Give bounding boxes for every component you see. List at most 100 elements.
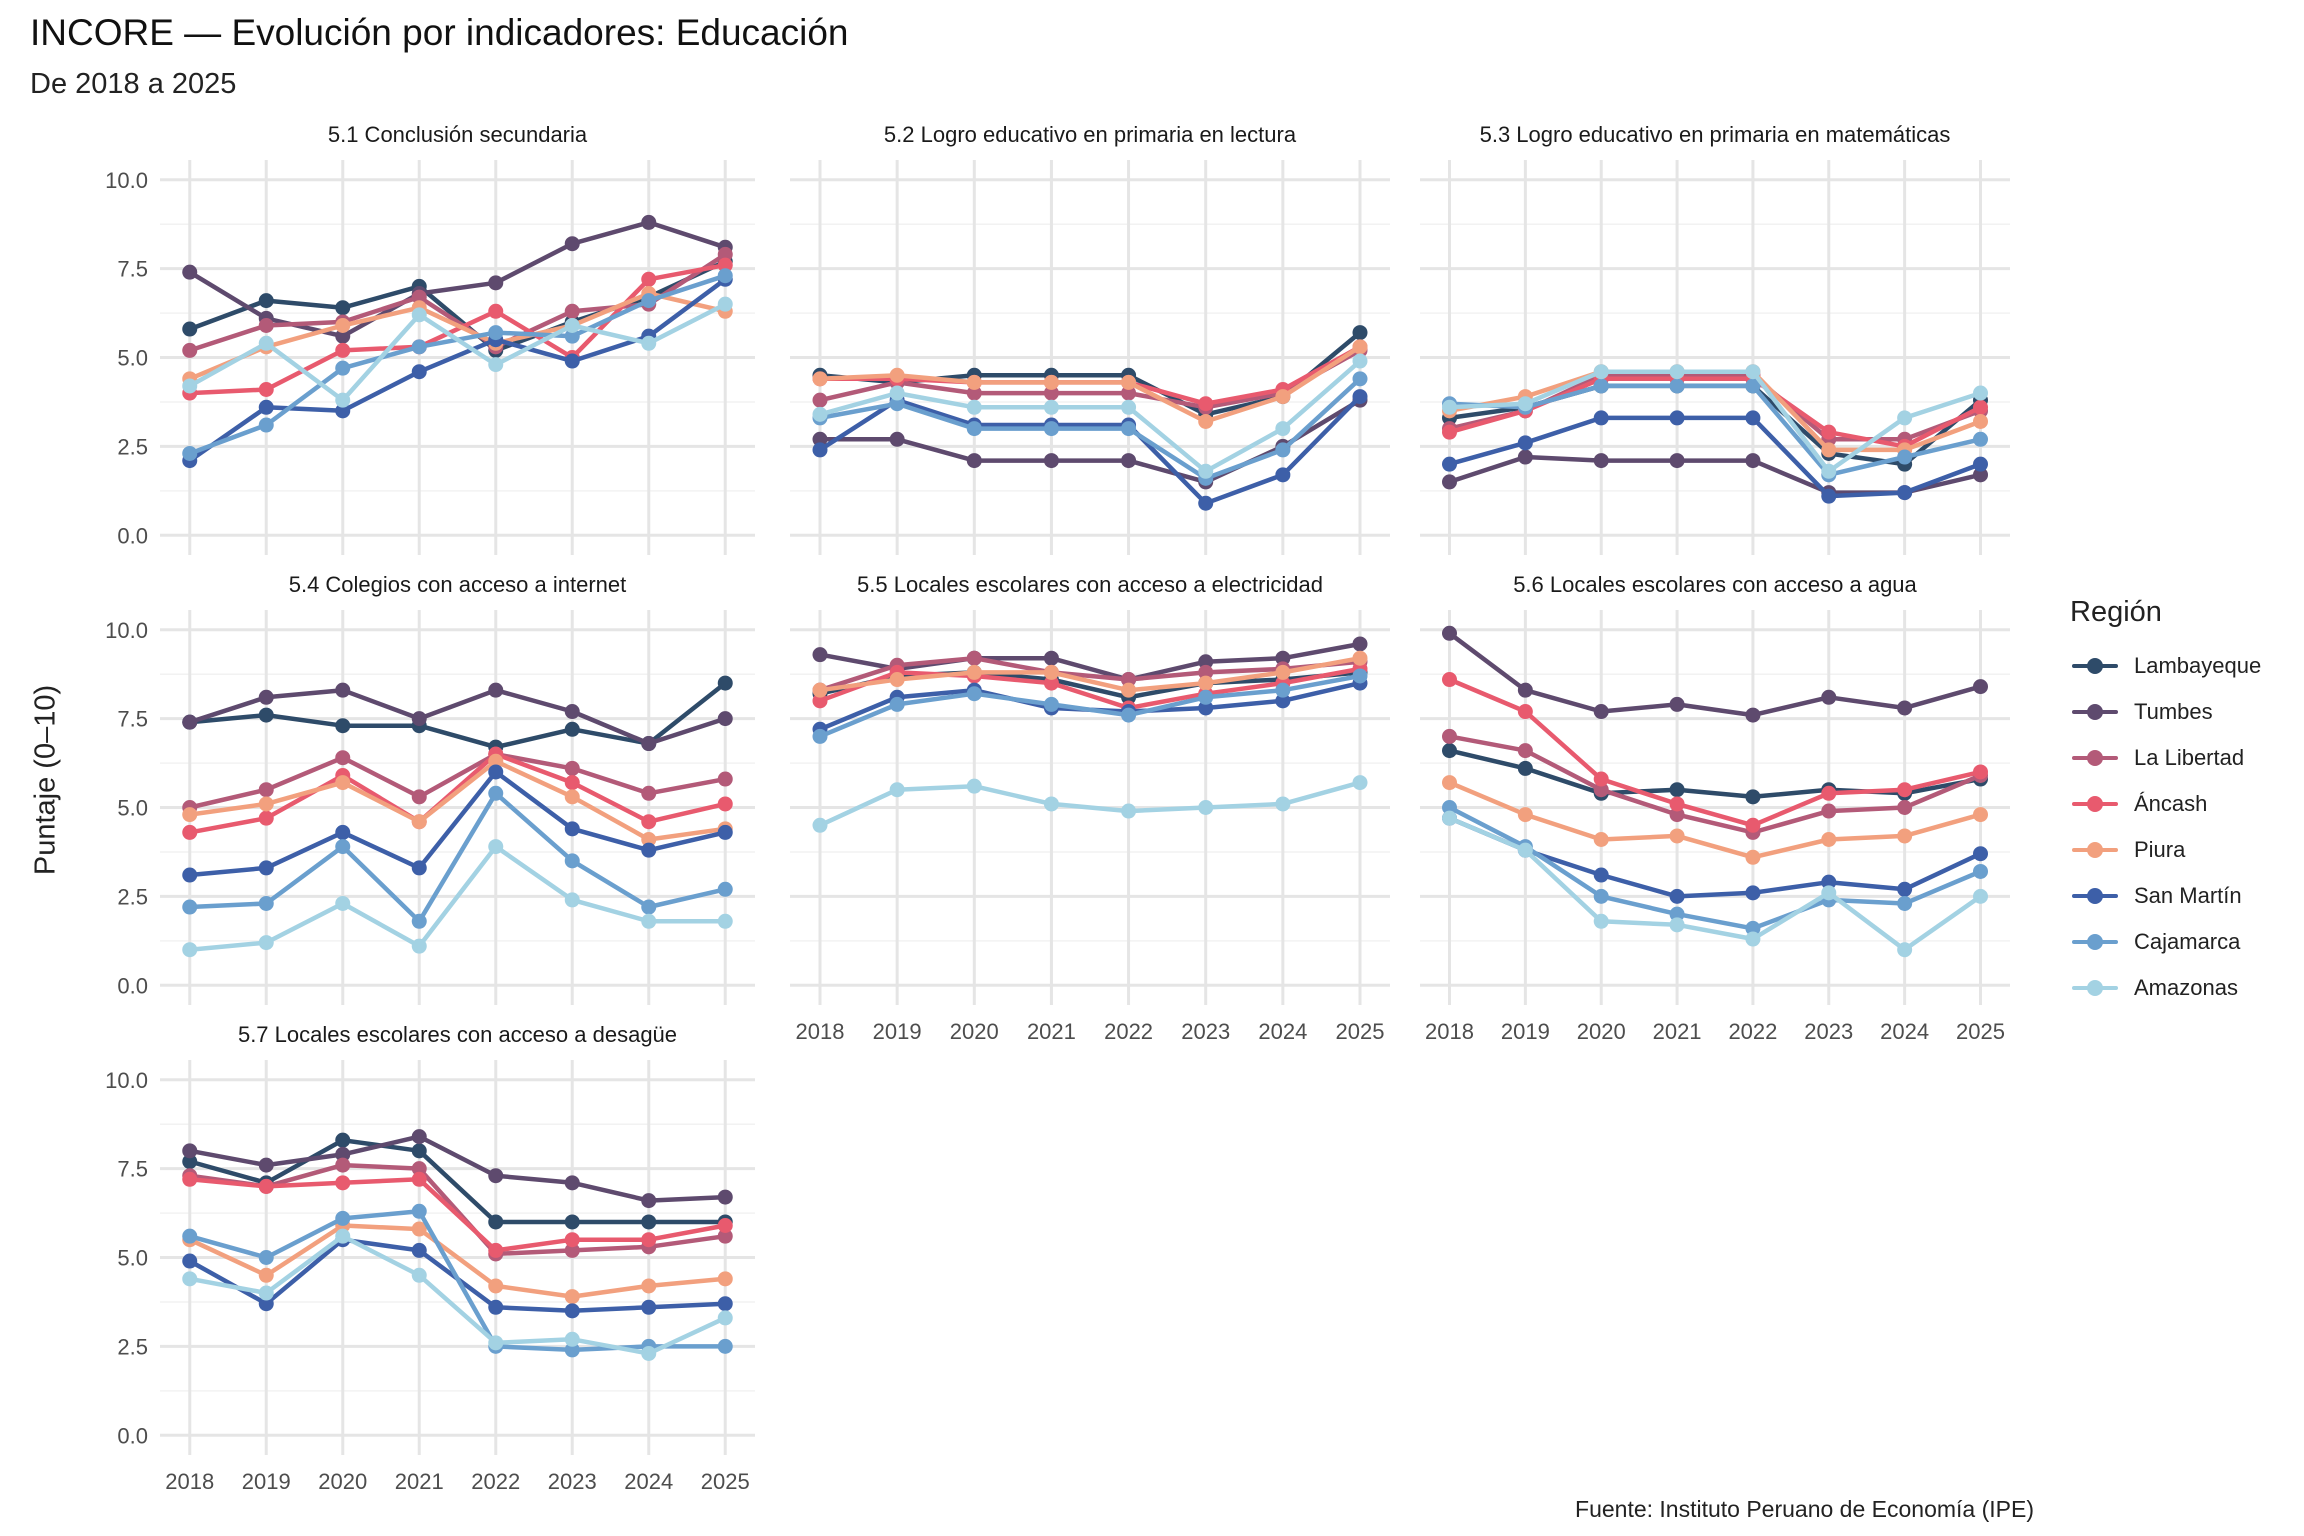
data-point <box>1442 775 1457 791</box>
panel-5: 5.5 Locales escolares con acceso a elect… <box>790 572 1390 1044</box>
series-line <box>187 751 728 810</box>
data-point <box>182 824 198 840</box>
data-point <box>966 453 982 469</box>
data-point <box>1043 399 1059 415</box>
data-point <box>717 1310 733 1326</box>
panel-title: 5.1 Conclusión secundaria <box>328 122 588 147</box>
data-point <box>258 335 274 351</box>
x-tick-label: 2018 <box>1425 1019 1474 1044</box>
x-tick-label: 2018 <box>796 1019 845 1044</box>
data-point <box>1352 353 1368 369</box>
legend-key <box>2070 973 2120 1003</box>
y-tick-label: 5.0 <box>117 346 148 371</box>
data-point <box>1745 789 1761 805</box>
data-point <box>411 1221 427 1237</box>
data-point <box>182 807 198 823</box>
y-tick-label: 7.5 <box>117 257 148 282</box>
data-point <box>1821 885 1837 901</box>
data-point <box>1517 807 1533 823</box>
data-point <box>1669 364 1685 380</box>
data-point <box>564 328 580 344</box>
data-point <box>1897 410 1913 426</box>
series-line <box>817 344 1363 424</box>
panel-6: 5.6 Locales escolares con acceso a agua 2… <box>1420 572 2010 1044</box>
data-point <box>488 753 504 769</box>
data-point <box>564 853 580 869</box>
data-point <box>1973 888 1988 904</box>
data-point <box>335 300 351 316</box>
series-line <box>1447 415 1983 499</box>
series-line <box>187 1223 728 1299</box>
data-point <box>1198 664 1214 680</box>
data-point <box>717 268 733 284</box>
data-point <box>488 1242 504 1258</box>
data-point <box>258 381 274 397</box>
data-point <box>641 785 657 801</box>
data-point <box>182 714 198 730</box>
data-point <box>641 335 657 351</box>
data-point <box>1275 682 1291 698</box>
data-point <box>1442 743 1457 759</box>
series-line <box>187 262 728 396</box>
data-point <box>1198 689 1214 705</box>
data-point <box>182 899 198 915</box>
panel-3: 5.3 Logro educativo en primaria en matem… <box>1420 122 2010 555</box>
y-tick-label: 5.0 <box>117 796 148 821</box>
data-point <box>1198 463 1214 479</box>
series-line <box>187 1233 728 1356</box>
data-point <box>1352 389 1368 405</box>
data-point <box>1442 474 1457 490</box>
data-point <box>966 374 982 390</box>
data-point <box>1897 449 1913 465</box>
data-point <box>411 913 427 929</box>
panel-title: 5.5 Locales escolares con acceso a elect… <box>857 572 1323 597</box>
data-point <box>1442 424 1457 440</box>
data-point <box>1669 888 1685 904</box>
series-line <box>187 791 728 924</box>
chart-title: INCORE — Evolución por indicadores: Educ… <box>30 12 849 53</box>
x-tick-label: 2020 <box>318 1469 367 1494</box>
series-line <box>1447 631 1983 718</box>
x-tick-label: 2025 <box>701 1469 750 1494</box>
series-line <box>1447 369 1983 474</box>
data-point <box>1669 378 1685 394</box>
data-point <box>564 353 580 369</box>
x-tick-label: 2021 <box>395 1469 444 1494</box>
data-point <box>258 1285 274 1301</box>
data-point <box>1897 782 1913 798</box>
data-point <box>1745 920 1761 936</box>
data-point <box>182 264 198 280</box>
legend-key <box>2070 743 2120 773</box>
legend-label: La Libertad <box>2134 745 2245 770</box>
legend-item: Tumbes <box>2070 689 2261 735</box>
series-line <box>817 780 1363 828</box>
series-line <box>817 670 1363 700</box>
data-point <box>717 1338 733 1354</box>
series-line <box>187 301 728 403</box>
data-point <box>641 913 657 929</box>
panel-title: 5.3 Logro educativo en primaria en matem… <box>1480 122 1951 147</box>
data-point <box>1973 467 1988 483</box>
data-point <box>182 342 198 358</box>
data-point <box>1043 664 1059 680</box>
data-point <box>564 303 580 319</box>
y-tick-label: 10.0 <box>105 618 148 643</box>
data-point <box>717 1271 733 1287</box>
data-point <box>1442 625 1457 641</box>
data-point <box>966 421 982 437</box>
data-point <box>411 1242 427 1258</box>
data-point <box>1821 803 1837 819</box>
data-point <box>1198 396 1214 412</box>
data-point <box>411 1203 427 1219</box>
x-tick-label: 2022 <box>471 1469 520 1494</box>
data-point <box>1121 803 1137 819</box>
x-tick-label: 2019 <box>873 1019 922 1044</box>
x-tick-label: 2022 <box>1104 1019 1153 1044</box>
data-point <box>812 682 828 698</box>
data-point <box>335 839 351 855</box>
data-point <box>335 392 351 408</box>
data-point <box>1669 796 1685 812</box>
series-line <box>1447 677 1983 828</box>
data-point <box>564 721 580 737</box>
series-line <box>817 655 1363 693</box>
